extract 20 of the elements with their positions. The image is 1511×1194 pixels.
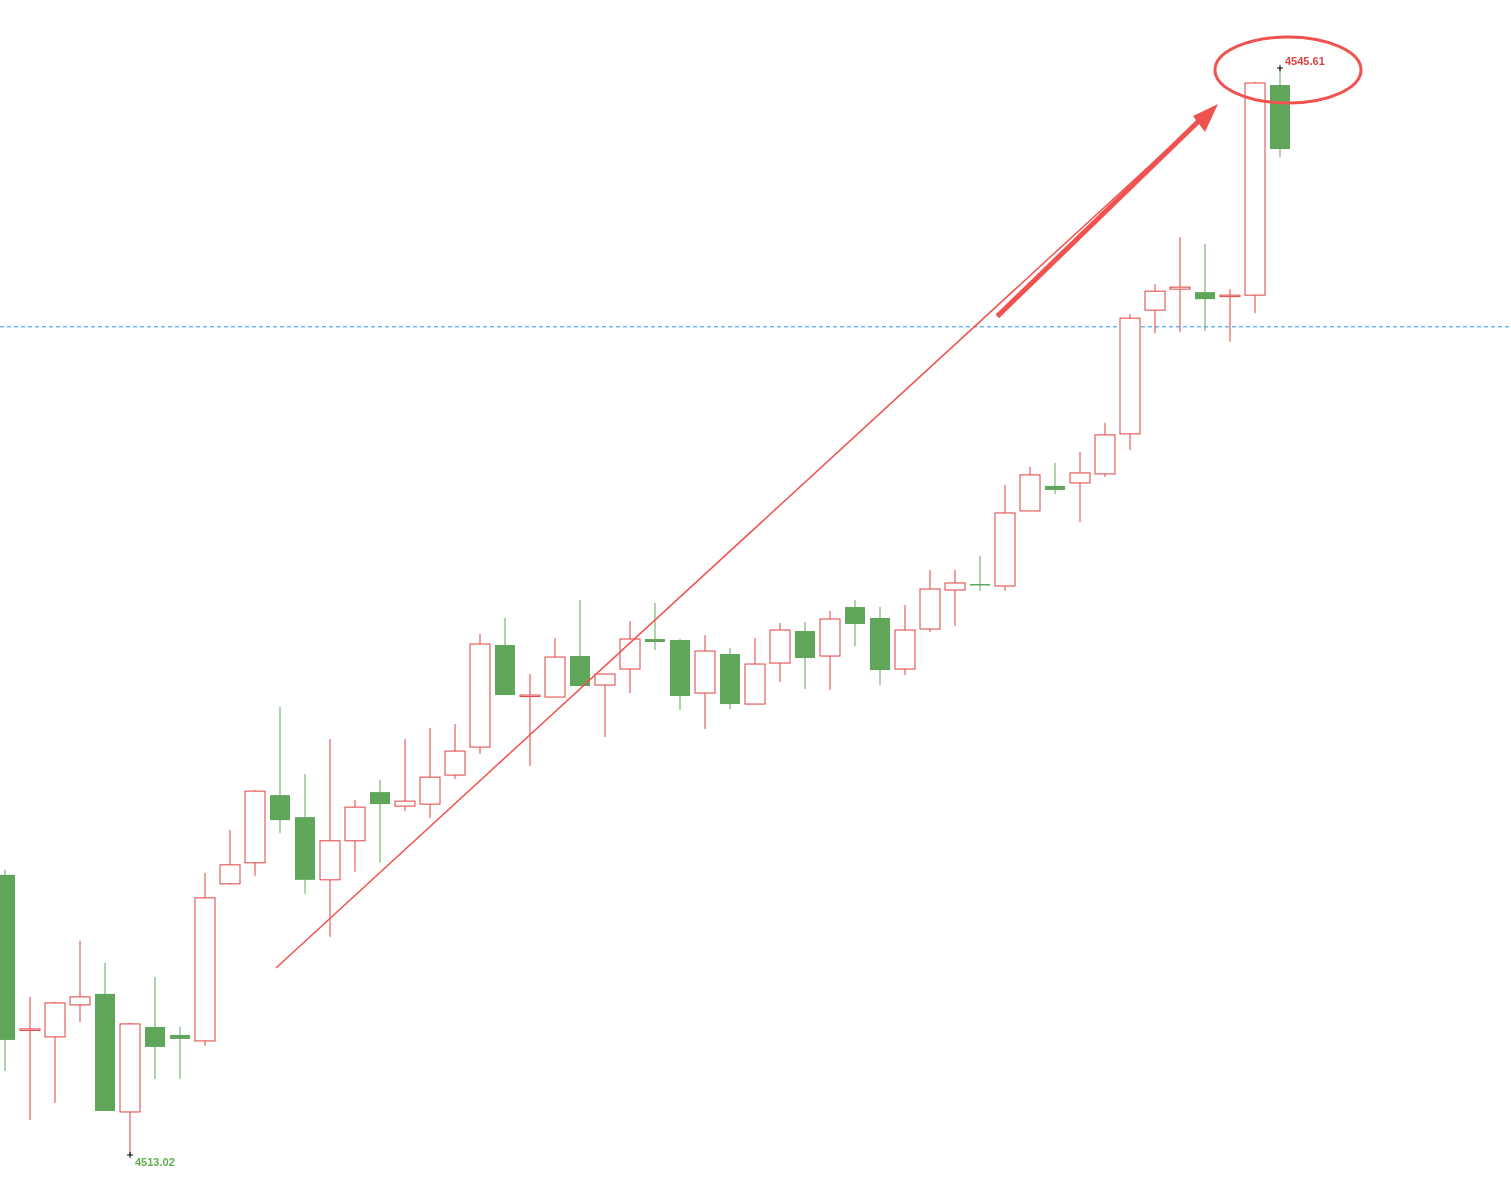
candlestick	[1169, 236, 1191, 333]
candlestick	[1045, 462, 1065, 495]
candlestick	[145, 976, 165, 1080]
candlestick	[19, 996, 41, 1121]
candlestick	[1144, 283, 1166, 334]
candlestick	[394, 738, 416, 812]
candlestick	[944, 569, 966, 627]
candlestick	[69, 940, 91, 1023]
candlestick	[1219, 288, 1241, 343]
candlestick	[1195, 243, 1215, 332]
candlestick	[845, 599, 865, 647]
candlestick	[645, 602, 665, 651]
candlestick	[594, 673, 616, 738]
text: 4545.61	[1285, 55, 1325, 67]
candlestick	[370, 779, 390, 864]
candlestick	[1069, 451, 1091, 523]
candlestick	[519, 673, 541, 767]
text: 4513.02	[135, 1156, 175, 1168]
candlestick	[219, 829, 241, 886]
candlestick	[170, 1026, 190, 1080]
